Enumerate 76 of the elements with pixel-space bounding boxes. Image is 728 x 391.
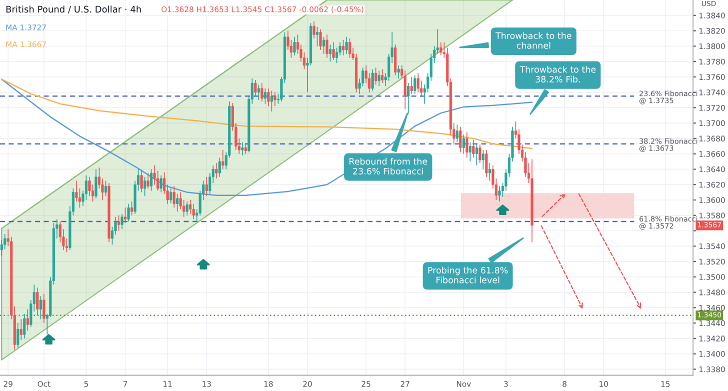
candlestick: [130, 201, 134, 216]
candlestick: [468, 142, 472, 162]
candlestick: [456, 124, 458, 143]
candlestick: [260, 82, 264, 102]
candlestick: [172, 186, 176, 208]
candlestick: [23, 313, 26, 339]
candlestick: [322, 36, 326, 54]
candlestick: [348, 38, 352, 58]
candlestick: [342, 40, 345, 56]
candlestick: [267, 88, 270, 107]
candlestick: [170, 188, 172, 204]
candlestick: [270, 90, 273, 112]
candlestick: [146, 172, 150, 189]
candlestick: [485, 150, 488, 178]
candlestick: [192, 203, 195, 220]
candlestick: [140, 170, 143, 193]
candlestick: [381, 68, 384, 84]
candlestick: [316, 26, 319, 47]
candlestick: [326, 34, 328, 58]
candlestick: [186, 201, 188, 216]
candlestick: [104, 180, 108, 197]
candlestick: [274, 92, 276, 107]
candlestick: [127, 203, 130, 222]
candlestick: [414, 74, 416, 94]
candlestick: [466, 132, 468, 158]
candlestick: [293, 36, 296, 56]
candlestick: [176, 193, 179, 212]
candlestick: [36, 287, 39, 316]
candlestick: [150, 168, 153, 192]
candlestick: [257, 84, 260, 100]
candlestick: [378, 70, 380, 87]
candlestick: [407, 82, 410, 114]
candlestick: [498, 186, 501, 202]
candlestick: [459, 126, 462, 153]
candlestick: [254, 80, 257, 97]
candlestick: [144, 176, 146, 197]
candlestick: [371, 68, 374, 92]
candlestick: [478, 144, 482, 164]
candlestick: [488, 162, 491, 182]
candlestick: [482, 150, 484, 170]
candlestick: [244, 144, 247, 154]
annotation: Rebound from the 23.6% Fibonacci: [350, 158, 428, 174]
candlestick: [462, 134, 465, 154]
candlestick: [26, 308, 29, 332]
candlestick: [120, 213, 124, 230]
candlestick: [205, 176, 208, 197]
annotation: Probing the 61.8% Fibonacci level: [428, 266, 508, 284]
text: British Pound / U.S. Dollar · 4h: [6, 6, 141, 14]
candlestick: [332, 42, 335, 60]
candlestick: [218, 157, 221, 178]
candlestick: [319, 28, 322, 50]
candlestick: [39, 296, 42, 320]
candlestick: [410, 76, 413, 94]
candlestick: [397, 64, 400, 79]
annotation: Throwback to the channel: [495, 32, 572, 49]
candlestick: [160, 174, 162, 193]
candlestick: [472, 140, 475, 158]
candlestick: [16, 322, 20, 348]
candlestick: [241, 142, 244, 156]
candlestick: [328, 44, 332, 62]
candlestick: [94, 168, 98, 199]
candlestick: [475, 144, 478, 166]
candlestick: [222, 150, 224, 170]
line-series: [1, 78, 533, 150]
candlestick: [117, 214, 120, 232]
candlestick: [215, 162, 218, 179]
candlestick: [264, 88, 266, 104]
candlestick: [440, 42, 442, 56]
candlestick: [416, 72, 420, 93]
candlestick: [345, 36, 348, 54]
candlestick: [374, 67, 378, 86]
candlestick: [124, 207, 127, 224]
candlestick: [312, 21, 316, 39]
candlestick: [20, 318, 22, 340]
annotation: Throwback to the 38.2% Fib.: [520, 66, 596, 83]
candlestick: [42, 293, 46, 324]
